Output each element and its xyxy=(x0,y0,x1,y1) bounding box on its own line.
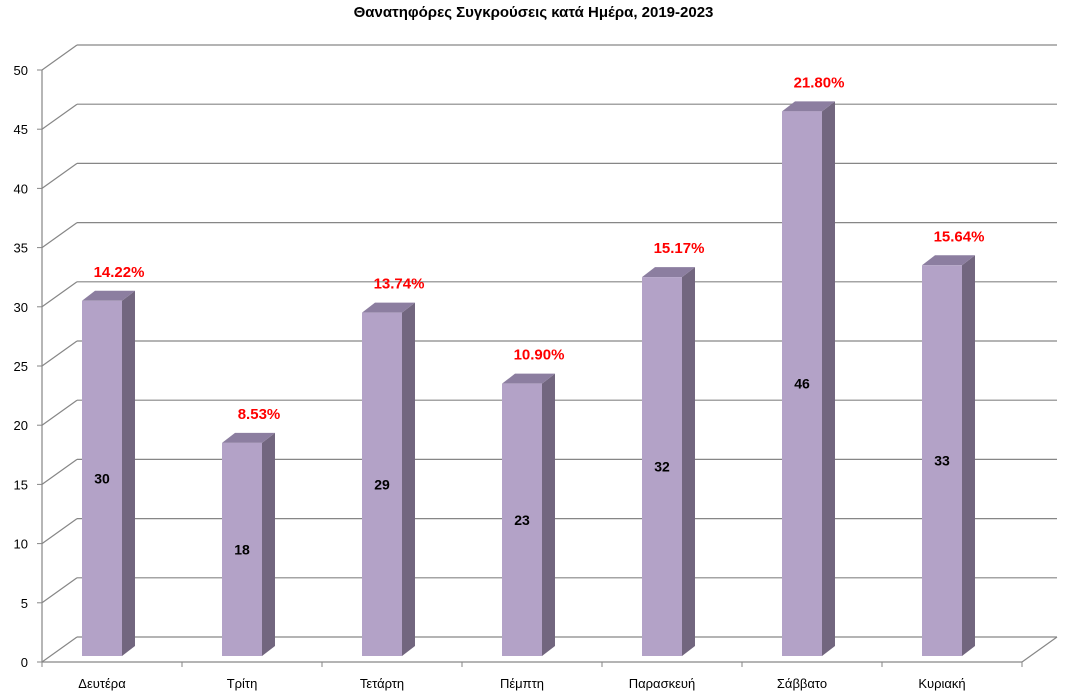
y-tick-label: 10 xyxy=(14,537,28,552)
x-tick-label: Πέμπτη xyxy=(500,676,544,691)
data-label: 46 xyxy=(794,376,810,392)
bar-top xyxy=(362,302,415,313)
percent-label: 15.64% xyxy=(934,228,985,245)
data-label: 18 xyxy=(234,541,250,557)
percent-label: 10.90% xyxy=(514,347,565,364)
bar xyxy=(642,277,682,656)
bar-side xyxy=(122,290,135,656)
bar-side xyxy=(542,373,555,656)
bar xyxy=(362,312,402,656)
bar-side xyxy=(682,267,695,656)
gridline-diagonal xyxy=(41,518,78,545)
bar-side xyxy=(402,302,415,656)
bar-top xyxy=(642,267,695,278)
y-tick-label: 20 xyxy=(14,418,28,433)
bar xyxy=(922,265,962,656)
y-tick-label: 50 xyxy=(14,63,28,78)
bar-side xyxy=(822,101,835,657)
x-tick-label: Παρασκευή xyxy=(629,676,695,691)
gridline-diagonal xyxy=(41,458,78,485)
x-tick-label: Τετάρτη xyxy=(360,676,404,691)
gridline-diagonal xyxy=(41,222,78,249)
bar-top xyxy=(82,290,135,301)
data-label: 32 xyxy=(654,459,670,475)
gridline-diagonal xyxy=(41,399,78,426)
percent-label: 15.17% xyxy=(654,240,705,257)
bar-top xyxy=(922,255,975,266)
data-label: 29 xyxy=(374,476,390,492)
floor-edge xyxy=(1021,636,1058,663)
bar xyxy=(82,300,122,656)
x-tick-label: Δευτέρα xyxy=(78,676,126,691)
bar xyxy=(782,111,822,657)
bar-top xyxy=(222,432,275,443)
y-tick-label: 5 xyxy=(21,596,28,611)
data-label: 33 xyxy=(934,453,950,469)
x-tick-label: Σάββατο xyxy=(777,676,827,691)
gridline-diagonal xyxy=(41,340,78,367)
percent-label: 8.53% xyxy=(238,406,281,423)
bar xyxy=(222,442,262,656)
bar xyxy=(502,383,542,656)
y-tick-label: 0 xyxy=(21,655,28,670)
bar-side xyxy=(962,255,975,656)
y-tick-label: 25 xyxy=(14,359,28,374)
data-label: 23 xyxy=(514,512,530,528)
chart-title: Θανατηφόρες Συγκρούσεις κατά Ημέρα, 2019… xyxy=(353,4,714,21)
y-tick-label: 40 xyxy=(14,181,28,196)
x-tick-label: Κυριακή xyxy=(918,676,965,691)
gridline-diagonal xyxy=(41,636,78,663)
gridline-diagonal xyxy=(41,162,78,189)
data-label: 30 xyxy=(94,470,110,486)
bar-top xyxy=(502,373,555,384)
gridline-diagonal xyxy=(41,281,78,308)
y-tick-label: 15 xyxy=(14,477,28,492)
bar-top xyxy=(782,101,835,112)
percent-label: 21.80% xyxy=(794,74,845,91)
percent-label: 13.74% xyxy=(374,276,425,293)
x-tick-label: Τρίτη xyxy=(227,676,258,691)
gridline-diagonal xyxy=(41,44,78,71)
y-tick-label: 35 xyxy=(14,241,28,256)
y-tick-label: 45 xyxy=(14,122,28,137)
y-tick-label: 30 xyxy=(14,300,28,315)
gridline-diagonal xyxy=(41,577,78,604)
gridline-diagonal xyxy=(41,103,78,130)
bar-side xyxy=(262,432,275,656)
percent-label: 14.22% xyxy=(94,264,145,281)
